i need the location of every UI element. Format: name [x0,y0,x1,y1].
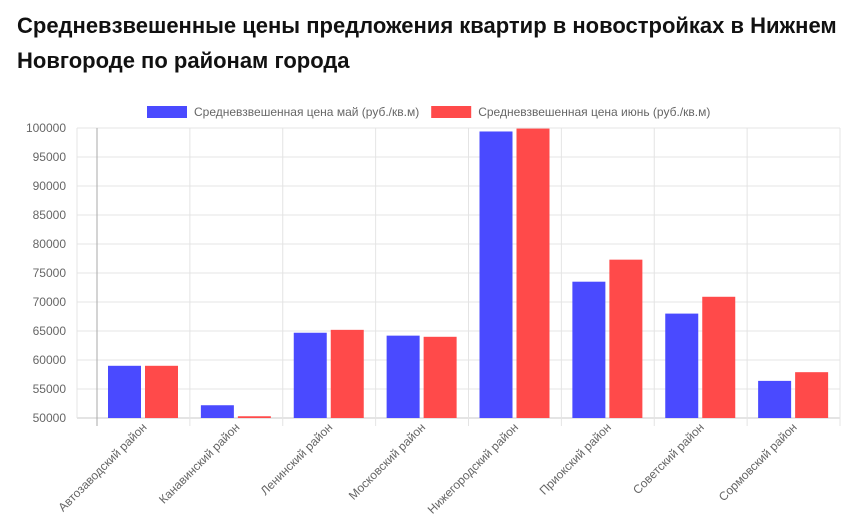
y-tick-label: 80000 [33,237,67,251]
bar-june [516,128,550,418]
bar-june [237,416,271,418]
bar-may [386,335,420,418]
legend-label: Средневзвешенная цена июнь (руб./кв.м) [478,105,710,119]
x-tick-label: Канавинский район [156,420,242,506]
bar-may [293,332,327,418]
legend-swatch [431,106,472,118]
y-tick-label: 75000 [33,266,67,280]
legend-swatch [147,106,187,118]
x-tick-label: Сормовский район [716,420,800,504]
x-tick-label: Московский район [346,420,428,502]
bar-june [609,259,643,418]
bar-may [665,313,699,418]
y-tick-label: 60000 [33,353,67,367]
x-tick-label: Автозаводский район [55,420,149,514]
y-tick-label: 70000 [33,295,67,309]
y-tick-label: 100000 [26,121,66,135]
x-tick-label: Приокский район [537,420,614,497]
bar-may [758,380,792,418]
x-tick-label: Советский район [630,420,707,497]
bar-may [572,281,606,418]
y-tick-label: 85000 [33,208,67,222]
legend-label: Средневзвешенная цена май (руб./кв.м) [194,105,419,119]
bar-june [145,365,178,418]
x-tick-label: Ленинский район [258,420,336,498]
y-tick-label: 65000 [33,324,67,338]
y-tick-label: 50000 [33,411,67,425]
bar-june [702,296,736,418]
bar-may [200,405,234,418]
chart-title: Средневзвешенные цены предложения кварти… [17,13,837,73]
bar-may [108,365,141,418]
bar-june [423,336,457,418]
bar-may [479,131,513,419]
y-tick-label: 90000 [33,179,67,193]
x-tick-label: Нижегородский район [425,420,521,516]
y-tick-label: 95000 [33,150,67,164]
y-tick-label: 55000 [33,382,67,396]
bar-june [330,329,364,418]
bar-june [795,372,829,418]
